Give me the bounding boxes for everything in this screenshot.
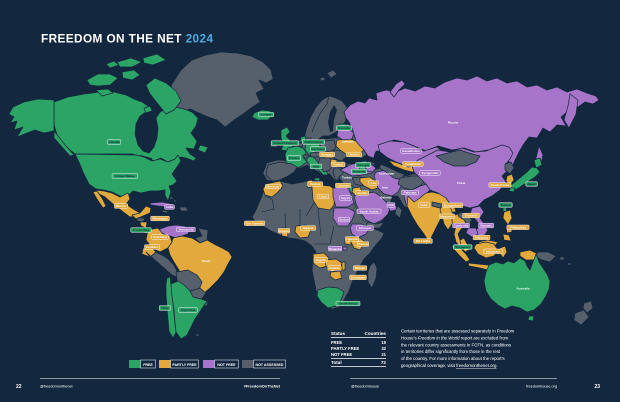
svg-text:Kenya: Kenya <box>358 242 368 246</box>
svg-text:Bahrain: Bahrain <box>380 196 392 200</box>
svg-text:Armenia: Armenia <box>353 170 366 174</box>
svg-text:23: 23 <box>594 384 600 390</box>
svg-text:Turkey: Turkey <box>342 176 352 180</box>
svg-text:Pakistan: Pakistan <box>404 191 417 195</box>
svg-text:The Gambia: The Gambia <box>246 222 264 226</box>
svg-text:Countries: Countries <box>365 331 387 336</box>
svg-text:FREE: FREE <box>143 363 153 367</box>
svg-text:Germany: Germany <box>311 147 325 151</box>
svg-text:France: France <box>289 156 299 160</box>
svg-text:Chile: Chile <box>161 306 169 310</box>
svg-text:geographical coverage, visit f: geographical coverage, visit freedomonth… <box>401 363 498 368</box>
svg-text:Morocco: Morocco <box>267 185 280 189</box>
svg-text:19: 19 <box>381 340 386 345</box>
svg-text:Canada: Canada <box>108 140 119 144</box>
svg-text:#FreedomOnTheNet: #FreedomOnTheNet <box>244 385 281 389</box>
svg-text:Zambia: Zambia <box>329 266 340 270</box>
svg-text:21: 21 <box>381 352 386 357</box>
svg-text:Netherlands: Netherlands <box>305 140 323 144</box>
svg-text:Ecuador: Ecuador <box>146 245 159 249</box>
svg-text:China: China <box>457 181 466 185</box>
svg-text:NOT FREE: NOT FREE <box>331 352 352 357</box>
svg-text:Zimbabwe: Zimbabwe <box>350 276 365 280</box>
svg-text:South Africa: South Africa <box>339 302 358 306</box>
svg-text:Rwanda: Rwanda <box>329 247 341 251</box>
svg-text:@freedomhouse: @freedomhouse <box>351 385 379 389</box>
svg-text:Iceland: Iceland <box>261 113 272 117</box>
svg-text:Singapore: Singapore <box>455 245 470 249</box>
svg-text:Philippines: Philippines <box>510 226 527 230</box>
svg-text:Thailand: Thailand <box>465 214 478 218</box>
svg-text:Uganda: Uganda <box>346 237 358 241</box>
svg-text:freedomhouse.org: freedomhouse.org <box>526 385 557 389</box>
svg-text:United Kingdom: United Kingdom <box>273 141 297 145</box>
svg-text:Iraq: Iraq <box>371 181 377 185</box>
svg-text:FREE: FREE <box>331 340 342 345</box>
svg-text:Brazil: Brazil <box>202 259 211 263</box>
svg-text:Colombia: Colombia <box>153 235 167 239</box>
svg-text:Cambodia: Cambodia <box>454 224 469 228</box>
svg-text:South Korea: South Korea <box>491 183 510 187</box>
svg-text:Jordan: Jordan <box>357 191 367 195</box>
svg-text:Azerbaijan: Azerbaijan <box>379 172 395 176</box>
svg-text:Sudan: Sudan <box>339 218 349 222</box>
svg-text:FREEDOM ON THE NET 2024: FREEDOM ON THE NET 2024 <box>41 32 213 46</box>
svg-text:House’s Freedom in the World r: House’s Freedom in the World report are … <box>401 335 509 340</box>
svg-text:Costa Rica: Costa Rica <box>133 228 149 232</box>
svg-text:Taiwan: Taiwan <box>500 203 510 207</box>
svg-text:Japan: Japan <box>527 182 536 186</box>
svg-text:Iran: Iran <box>382 186 388 190</box>
svg-text:Kazakhstan: Kazakhstan <box>402 149 419 153</box>
svg-text:Ghana: Ghana <box>279 229 289 233</box>
svg-text:Myanmar: Myanmar <box>440 215 454 219</box>
svg-text:@freedomonthenet: @freedomonthenet <box>40 385 74 389</box>
svg-text:PARTLY FREE: PARTLY FREE <box>172 363 197 367</box>
svg-text:Cuba: Cuba <box>166 205 174 209</box>
svg-text:Malawi: Malawi <box>355 266 365 270</box>
svg-text:Uzbekistan: Uzbekistan <box>405 162 421 166</box>
svg-text:Nicaragua: Nicaragua <box>153 217 168 221</box>
svg-text:Italy: Italy <box>313 165 319 169</box>
svg-text:Argentina: Argentina <box>181 308 196 312</box>
svg-text:Lebanon: Lebanon <box>337 184 350 188</box>
svg-text:Mexico: Mexico <box>116 204 127 208</box>
svg-text:32: 32 <box>381 346 386 351</box>
svg-text:UAE: UAE <box>388 203 395 207</box>
svg-text:NOT ASSESSED: NOT ASSESSED <box>255 363 283 367</box>
svg-text:Indonesia: Indonesia <box>486 250 501 254</box>
svg-text:72: 72 <box>381 360 387 365</box>
svg-text:Ethiopia: Ethiopia <box>359 226 371 230</box>
svg-text:Georgia: Georgia <box>357 163 369 167</box>
svg-text:United States: United States <box>115 174 135 178</box>
svg-text:Serbia: Serbia <box>333 163 343 167</box>
svg-text:in territories differ signific: in territories differ significantly from… <box>401 349 501 354</box>
svg-text:22: 22 <box>16 384 22 390</box>
svg-text:the relevant country assessmen: the relevant country assessments in FOTN… <box>401 342 512 347</box>
svg-text:Saudi Arabia: Saudi Arabia <box>360 210 379 214</box>
svg-text:Malaysia: Malaysia <box>475 236 488 240</box>
svg-text:Vietnam: Vietnam <box>480 224 492 228</box>
svg-text:Sri Lanka: Sri Lanka <box>416 239 430 243</box>
svg-text:Australia: Australia <box>516 287 530 291</box>
svg-text:India: India <box>420 203 427 207</box>
svg-text:Tunisia: Tunisia <box>310 182 321 186</box>
svg-text:Certain territories that are a: Certain territories that are assessed se… <box>401 329 515 334</box>
svg-text:Hungary: Hungary <box>321 153 334 157</box>
svg-text:Kyrgyzstan: Kyrgyzstan <box>422 171 439 175</box>
svg-text:Ukraine: Ukraine <box>348 153 360 157</box>
svg-text:Nigeria: Nigeria <box>303 226 314 230</box>
svg-text:Egypt: Egypt <box>341 196 350 200</box>
svg-text:NOT FREE: NOT FREE <box>217 363 236 367</box>
svg-text:Angola: Angola <box>315 258 326 262</box>
svg-text:Status: Status <box>331 331 345 336</box>
svg-text:of the country. For more infor: of the country. For more information abo… <box>401 356 505 361</box>
svg-text:Venezuela: Venezuela <box>179 228 194 232</box>
svg-text:Russia: Russia <box>448 121 458 125</box>
svg-text:Belarus: Belarus <box>342 140 354 144</box>
svg-text:Estonia: Estonia <box>338 126 349 130</box>
svg-text:Bangladesh: Bangladesh <box>444 204 462 208</box>
svg-text:Total: Total <box>331 360 342 365</box>
svg-text:Libya: Libya <box>319 195 327 199</box>
svg-text:PARTLY FREE: PARTLY FREE <box>331 346 360 351</box>
